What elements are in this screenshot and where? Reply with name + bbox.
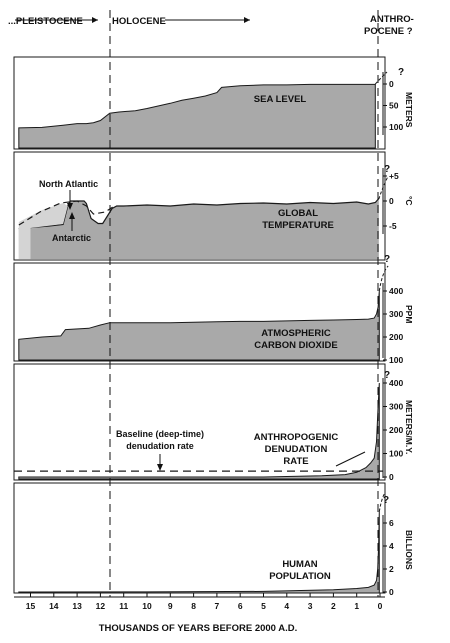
panel-label-denudation-line3: RATE	[283, 456, 308, 467]
denudation-tick-label: 200	[389, 425, 403, 435]
population-unit-label: BILLIONS	[404, 530, 414, 570]
era-anthropocene-label-line1: ANTHRO-	[370, 14, 414, 25]
x-tick-label: 10	[142, 601, 152, 611]
panel-label-population-line2: POPULATION	[269, 571, 331, 582]
panel-label-co2-line2: CARBON DIOXIDE	[254, 340, 337, 351]
denudation-area	[18, 382, 380, 480]
co2-question-mark: ?	[384, 254, 390, 265]
panel-frame-temperature	[13, 151, 386, 261]
population-projection	[378, 492, 386, 512]
antarctic-arrowhead	[69, 212, 75, 219]
annotation-north-atlantic: North Atlantic	[39, 179, 98, 189]
sea-level-question-mark: ?	[398, 67, 404, 78]
denudation-tick-label: 300	[389, 402, 403, 412]
panel-label-co2-line1: ATMOSPHERIC	[261, 328, 331, 339]
era-pleistocene-label: ...PLEISTOCENE	[8, 16, 83, 27]
era-holocene-label: HOLOCENE	[112, 16, 166, 27]
population-tick-label: 4	[389, 541, 394, 551]
x-tick-label: 0	[378, 601, 383, 611]
population-tick-label: 6	[389, 518, 394, 528]
era-anthropocene-label-line2: POCENE ?	[364, 26, 413, 37]
pleistocene-arrowhead	[92, 17, 98, 23]
co2-tick-label: 300	[389, 309, 403, 319]
x-tick-label: 11	[119, 601, 128, 611]
sea-level-projection	[374, 71, 388, 85]
panel-label-sea-level: SEA LEVEL	[254, 94, 307, 105]
denudation-tick-label: 0	[389, 472, 394, 482]
panel-frame-sea-level	[13, 56, 386, 150]
co2-projection	[378, 265, 389, 292]
baseline-label-line2: denudation rate	[126, 441, 194, 451]
population-tick-label: 0	[389, 587, 394, 597]
temperature-area	[18, 198, 379, 259]
panel-frame-denudation	[13, 363, 386, 481]
x-tick-label: 4	[284, 601, 289, 611]
sea-level-unit-label: METERS	[404, 92, 414, 128]
denudation-unit-label: METERS/M.Y.	[404, 400, 414, 454]
x-tick-label: 6	[238, 601, 243, 611]
population-question-mark: ?	[383, 495, 389, 506]
sea-level-tick-label: 0	[389, 79, 394, 89]
temperature-tick-label: 0	[389, 196, 394, 206]
population-tick-label: 2	[389, 564, 394, 574]
population-area	[18, 511, 380, 594]
co2-unit-label: PPM	[404, 305, 414, 323]
temperature-tick-label: +5	[389, 171, 399, 181]
sea-level-area	[18, 83, 376, 149]
annotation-antarctic: Antarctic	[52, 233, 91, 243]
co2-tick-label: 400	[389, 286, 403, 296]
holocene-arrowhead	[244, 17, 250, 23]
x-axis-title: THOUSANDS OF YEARS BEFORE 2000 A.D.	[99, 623, 297, 634]
x-tick-label: 2	[331, 601, 336, 611]
x-tick-label: 12	[96, 601, 106, 611]
x-tick-label: 8	[191, 601, 196, 611]
sea-level-tick-label: 100	[389, 122, 403, 132]
x-tick-label: 9	[168, 601, 173, 611]
sea-level-tick-label: 50	[389, 101, 399, 111]
temperature-unit-label: °C	[404, 196, 414, 206]
north-atlantic-dashed-line	[18, 200, 115, 226]
co2-tick-label: 100	[389, 355, 403, 365]
denudation-pointer	[335, 451, 366, 467]
co2-tick-label: 200	[389, 332, 403, 342]
co2-area	[18, 290, 380, 361]
denudation-tick-label: 100	[389, 449, 403, 459]
panel-frame-co2	[13, 262, 386, 362]
denudation-question-mark: ?	[384, 370, 390, 381]
panel-label-denudation-line2: DENUDATION	[265, 444, 328, 455]
x-tick-label: 1	[354, 601, 359, 611]
x-tick-label: 15	[26, 601, 36, 611]
panel-label-denudation-line1: ANTHROPOGENIC	[254, 432, 339, 443]
panel-label-temperature-line2: TEMPERATURE	[262, 220, 334, 231]
panel-label-population-line1: HUMAN	[282, 559, 317, 570]
baseline-arrowhead	[157, 464, 163, 471]
x-tick-label: 14	[49, 601, 59, 611]
panel-label-temperature-line1: GLOBAL	[278, 208, 318, 219]
x-tick-label: 3	[308, 601, 313, 611]
temperature-tick-label: -5	[389, 221, 397, 231]
temperature-question-mark: ?	[384, 164, 390, 175]
denudation-tick-label: 400	[389, 378, 403, 388]
north-atlantic-arrowhead	[67, 203, 73, 210]
x-tick-label: 7	[215, 601, 220, 611]
x-tick-label: 13	[72, 601, 82, 611]
x-tick-label: 5	[261, 601, 266, 611]
baseline-label-line1: Baseline (deep-time)	[116, 429, 204, 439]
